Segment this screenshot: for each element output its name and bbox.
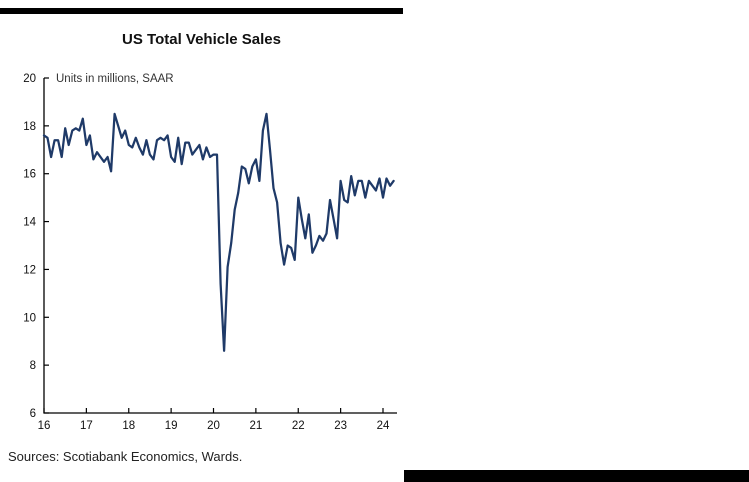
- x-tick-label: 23: [334, 420, 347, 432]
- y-tick-label: 6: [30, 408, 36, 420]
- x-tick-label: 21: [249, 420, 262, 432]
- y-tick-label: 10: [23, 312, 36, 324]
- x-tick-label: 18: [122, 420, 135, 432]
- y-tick-label: 20: [23, 73, 36, 85]
- top-divider-bar: [0, 8, 403, 14]
- x-tick-label: 20: [207, 420, 220, 432]
- chart-title: US Total Vehicle Sales: [122, 31, 281, 48]
- chart-subtitle: Units in millions, SAAR: [56, 73, 174, 85]
- x-tick-label: 22: [292, 420, 305, 432]
- y-tick-label: 12: [23, 264, 36, 276]
- x-tick-label: 24: [377, 420, 390, 432]
- sources-text: Sources: Scotiabank Economics, Wards.: [8, 449, 243, 464]
- bottom-divider-bar: [404, 470, 749, 482]
- y-tick-label: 18: [23, 121, 36, 133]
- sales-line: [42, 112, 395, 352]
- x-tick-label: 16: [38, 420, 51, 432]
- x-tick-label: 19: [165, 420, 178, 432]
- y-tick-label: 8: [30, 360, 36, 372]
- y-tick-label: 16: [23, 169, 36, 181]
- x-tick-label: 17: [80, 420, 93, 432]
- y-tick-label: 14: [23, 217, 36, 229]
